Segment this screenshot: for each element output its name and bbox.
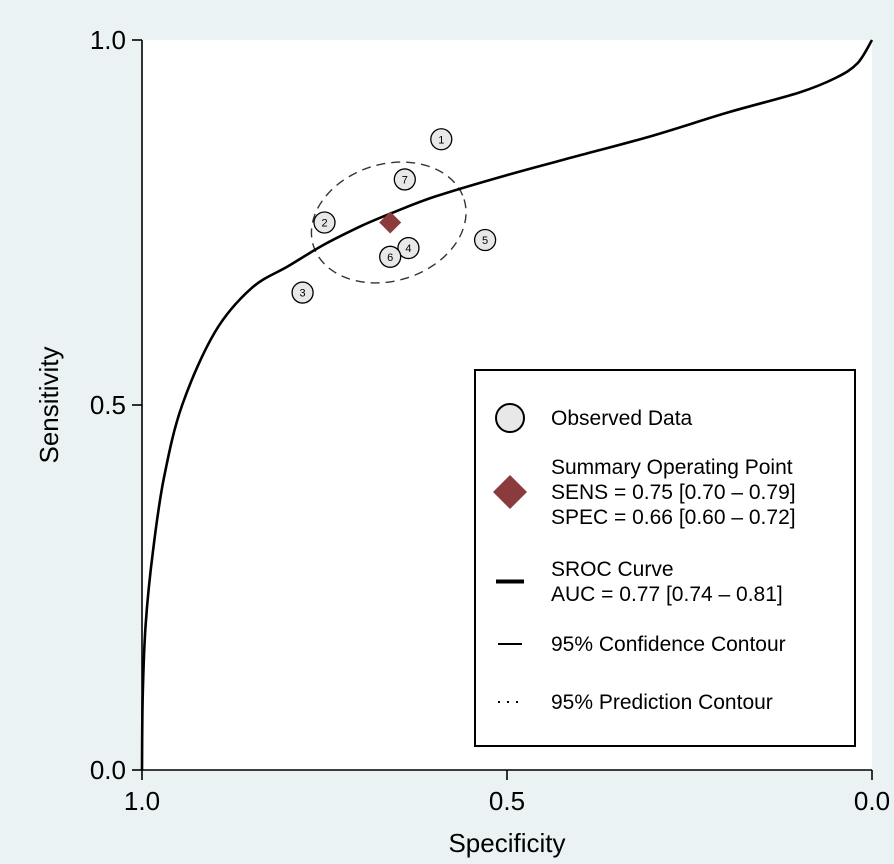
legend-item-text: 95% Prediction Contour <box>551 691 773 714</box>
x-tick-label: 0.5 <box>489 786 525 816</box>
sroc-curve <box>140 39 874 771</box>
observed-point-label: 1 <box>438 134 444 146</box>
x-tick-label: 1.0 <box>124 786 160 816</box>
observed-point-7: 7 <box>393 168 416 191</box>
y-tick-label: 0.0 <box>90 755 126 785</box>
x-axis-title: Specificity <box>448 828 565 858</box>
legend-item-text: SROC Curve <box>551 558 674 581</box>
legend-item-text: Observed Data <box>551 407 693 430</box>
observed-point-label: 7 <box>402 174 408 186</box>
observed-point-marker <box>313 211 336 234</box>
observed-point-2: 2 <box>313 211 336 234</box>
observed-point-marker <box>291 281 314 304</box>
observed-point-label: 6 <box>387 252 393 264</box>
legend-observed-icon <box>495 403 525 433</box>
y-tick-label: 0.5 <box>90 390 126 420</box>
confidence-contour <box>310 161 467 284</box>
observed-point-6: 6 <box>379 245 402 268</box>
observed-point-marker <box>379 245 402 268</box>
observed-point-label: 3 <box>300 288 306 300</box>
x-tick-label: 0.0 <box>854 786 890 816</box>
legend-item-text: 95% Confidence Contour <box>551 633 786 656</box>
legend: Observed Data Summary Operating PointSENS… <box>474 369 856 747</box>
legend-item-text: SPEC = 0.66 [0.60 – 0.72] <box>551 506 796 529</box>
observed-point-marker <box>393 168 416 191</box>
y-tick-label: 1.0 <box>90 25 126 55</box>
axes: 0.0 0.5 1.0 1.0 0.5 0.0 Specificity Sensitivity <box>34 25 890 858</box>
observed-point-marker <box>430 128 453 151</box>
observed-point-marker <box>397 236 420 260</box>
legend-summary-icon <box>493 475 527 509</box>
observed-point-3: 3 <box>291 281 314 304</box>
observed-point-4: 4 <box>397 236 420 260</box>
legend-item-confidence: 95% Confidence Contour <box>498 633 786 656</box>
legend-item-text: SENS = 0.75 [0.70 – 0.79] <box>551 481 796 504</box>
summary-operating-point <box>379 211 402 234</box>
observed-point-marker <box>473 228 497 252</box>
legend-item-prediction: 95% Prediction Contour <box>498 691 773 714</box>
legend-box <box>474 369 856 747</box>
y-axis-title: Sensitivity <box>34 346 64 463</box>
observed-point-label: 2 <box>321 218 327 230</box>
observed-point-label: 4 <box>405 243 411 255</box>
observed-point-1: 1 <box>430 128 453 151</box>
legend-item-observed: Observed Data <box>495 403 693 433</box>
observed-point-label: 5 <box>482 235 488 247</box>
legend-item-text: Summary Operating Point <box>551 456 793 479</box>
observed-point-5: 5 <box>473 228 497 252</box>
legend-item-text: AUC = 0.77 [0.74 – 0.81] <box>551 583 783 606</box>
